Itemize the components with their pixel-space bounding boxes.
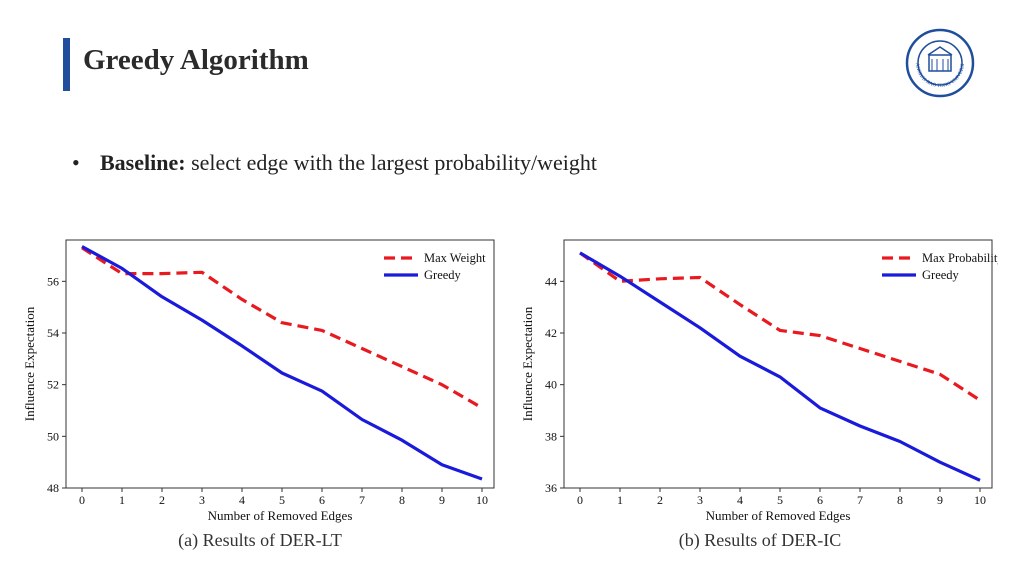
x-tick-label: 0 [577, 493, 583, 507]
bullet-dot: • [72, 150, 80, 175]
x-tick-label: 8 [399, 493, 405, 507]
university-logo-icon: SHANGHAI JIAO TONG UNIVERSITY [902, 23, 976, 99]
x-tick-label: 3 [697, 493, 703, 507]
x-tick-label: 3 [199, 493, 205, 507]
series-line-max-probability [579, 251, 981, 402]
x-tick-label: 8 [897, 493, 903, 507]
x-tick-label: 6 [817, 493, 823, 507]
series-line-max-weight [81, 246, 483, 410]
y-axis-label: Influence Expectation [22, 306, 37, 421]
x-tick-label: 2 [657, 493, 663, 507]
x-tick-label: 6 [319, 493, 325, 507]
chart-der-ic: 0 1 2 3 4 5 6 7 8 9 10 36 38 40 42 44 Number of Removed … [520, 239, 998, 523]
y-tick-label: 36 [545, 481, 557, 495]
y-tick-label: 54 [47, 326, 59, 340]
plot-frame [563, 239, 993, 489]
x-tick-label: 7 [359, 493, 365, 507]
title-accent-bar [63, 38, 70, 91]
bullet-text: select edge with the largest probability… [191, 150, 597, 175]
y-tick-label: 48 [47, 481, 59, 495]
x-tick-label: 10 [974, 493, 986, 507]
x-axis-label: Number of Removed Edges [208, 508, 353, 523]
slide-title: Greedy Algorithm [83, 44, 309, 76]
y-axis-label: Influence Expectation [520, 306, 535, 421]
x-tick-label: 5 [279, 493, 285, 507]
y-tick-label: 56 [47, 274, 59, 288]
x-tick-label: 0 [79, 493, 85, 507]
series-line-greedy [81, 245, 483, 481]
legend-label: Max Weight [424, 251, 486, 265]
legend-label: Greedy [424, 268, 462, 282]
caption-der-ic: (b) Results of DER-IC [678, 530, 842, 550]
bullet-item: • Baseline: select edge with the largest … [72, 150, 597, 176]
x-tick-label: 7 [857, 493, 863, 507]
x-tick-label: 2 [159, 493, 165, 507]
series-line-greedy [579, 251, 981, 482]
x-tick-label: 4 [737, 493, 743, 507]
y-tick-label: 40 [545, 378, 557, 392]
y-tick-label: 52 [47, 378, 59, 392]
x-tick-label: 4 [239, 493, 245, 507]
plot-frame [65, 239, 495, 489]
legend-label: Max Probability [922, 251, 998, 265]
y-tick-label: 38 [545, 429, 557, 443]
y-tick-label: 42 [545, 326, 557, 340]
legend-label: Greedy [922, 268, 960, 282]
x-tick-label: 10 [476, 493, 488, 507]
x-tick-label: 1 [617, 493, 623, 507]
y-tick-label: 44 [545, 274, 557, 288]
x-tick-label: 1 [119, 493, 125, 507]
bullet-lead: Baseline: [100, 150, 186, 175]
x-tick-label: 9 [439, 493, 445, 507]
x-axis-label: Number of Removed Edges [706, 508, 851, 523]
caption-der-lt: (a) Results of DER-LT [178, 530, 342, 550]
y-tick-label: 50 [47, 429, 59, 443]
x-tick-label: 9 [937, 493, 943, 507]
x-tick-label: 5 [777, 493, 783, 507]
